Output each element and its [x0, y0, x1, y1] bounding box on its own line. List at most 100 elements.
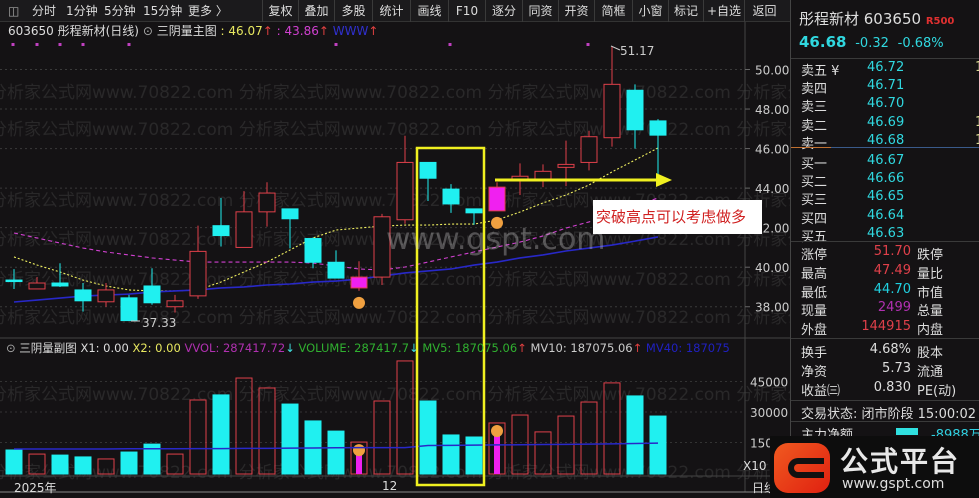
orderbook-row[interactable]: 买二 46.66	[801, 171, 979, 191]
volume-bar	[327, 430, 345, 475]
stat-value: 44.70	[873, 281, 911, 297]
candle	[235, 211, 253, 248]
stat-row: 现量 2499 总量	[801, 300, 979, 320]
tab-15min[interactable]: 15分钟	[143, 4, 183, 18]
candle	[281, 208, 299, 220]
high-label-pointer	[610, 45, 621, 51]
orderbook-price: 46.64	[867, 207, 905, 223]
orderbook-row[interactable]: 卖三 46.70	[801, 96, 979, 115]
volume-unit: X10	[743, 459, 767, 473]
orderbook-row[interactable]: 卖二 46.69 1	[801, 115, 979, 134]
orderbook-row[interactable]: 买一 46.67	[801, 153, 979, 172]
gspt-watermark: www.gspt.com	[386, 222, 606, 257]
stat-label: 外盘	[801, 323, 828, 339]
tab-1min[interactable]: 1分钟	[66, 4, 98, 18]
volume-bar	[189, 399, 207, 475]
candle	[166, 300, 184, 308]
x1-value: X1: 0.00	[80, 341, 129, 355]
logo-text: 公式平台	[840, 445, 961, 478]
y-tick-label: 40.00	[755, 261, 789, 275]
panel-toggle-icon[interactable]: ◫	[8, 4, 20, 18]
money-bag-icon	[353, 444, 365, 457]
stat-row: 最高 47.49 量比	[801, 263, 979, 282]
toolbar-button[interactable]: 叠加	[298, 0, 334, 22]
volume-bar	[373, 400, 391, 475]
orderbook-row[interactable]: 卖五 ¥ 46.72 1	[801, 60, 979, 79]
toolbar-button[interactable]: 开资	[558, 0, 594, 22]
last-price: 46.68	[799, 33, 847, 51]
toolbar-button[interactable]: 小窗	[632, 0, 668, 22]
toolbar-button[interactable]: +自选	[703, 0, 744, 22]
tab-intraday[interactable]: 分时	[32, 4, 57, 18]
sub-dropdown-icon[interactable]: ⊙	[6, 341, 20, 355]
orderbook-row[interactable]: 买四 46.64	[801, 207, 979, 227]
candle	[51, 282, 69, 287]
tab-more[interactable]: 更多 〉	[188, 4, 228, 18]
y-tick-label: 46.00	[755, 143, 789, 157]
indicator-name[interactable]: 三阴量主图	[156, 24, 217, 38]
volume-bar	[166, 453, 184, 475]
toolbar-button[interactable]: 统计	[372, 0, 410, 22]
stat-label-2: 跌停	[917, 248, 944, 263]
volume-bar	[603, 382, 621, 475]
candle	[580, 136, 598, 163]
toolbar-button[interactable]: 复权	[262, 0, 298, 22]
x2-value: X2: 0.00	[132, 341, 181, 355]
indicator-dropdown-icon[interactable]: ⊙	[142, 24, 157, 38]
candle	[212, 225, 230, 237]
toolbar-button[interactable]: 逐分	[485, 0, 522, 22]
volume-bar	[580, 401, 598, 475]
toolbar-button[interactable]: 标记	[668, 0, 703, 22]
volume-bar	[649, 415, 667, 475]
candle	[488, 186, 506, 212]
volume-tick-label: 150	[750, 437, 773, 451]
tab-5min[interactable]: 5分钟	[104, 4, 136, 18]
toolbar-button[interactable]: F10	[448, 0, 485, 22]
orderbook-label: 买二	[801, 175, 828, 191]
stat-label-2: 总量	[917, 304, 944, 320]
toolbar-button[interactable]: 同资	[522, 0, 558, 22]
volume-bar	[74, 456, 92, 475]
orderbook-price: 46.66	[867, 171, 905, 187]
volume-ma-line	[14, 442, 659, 450]
callout-box: 突破高点可以考虑做多	[593, 200, 762, 234]
orderbook-row[interactable]: 卖四 46.71	[801, 78, 979, 97]
signal-dot	[448, 43, 452, 46]
orderbook-price: 46.71	[867, 78, 905, 94]
y-tick-label: 38.00	[755, 301, 789, 315]
sub-indicator-name[interactable]: 三阴量副图	[19, 341, 77, 355]
candle	[350, 276, 368, 289]
candle	[626, 89, 644, 131]
toolbar-button[interactable]: 画线	[410, 0, 448, 22]
stat-label-2: 市值	[917, 285, 944, 301]
main-indicator-info: 603650 彤程新材(日线) ⊙ 三阴量主图 : 46.07↑ : 43.86…	[8, 24, 379, 38]
toolbar-button[interactable]: 多股	[334, 0, 372, 22]
orderbook-volume: 1	[975, 60, 979, 75]
fundamental-value: 0.830	[873, 380, 911, 395]
vvol-value: VVOL: 287417.72	[184, 341, 286, 355]
orderbook-row[interactable]: 买三 46.65	[801, 189, 979, 208]
ma-line	[13, 147, 659, 292]
candle	[258, 192, 276, 213]
volume-bar	[626, 395, 644, 475]
toolbar: ◫ 分时 1分钟 5分钟 15分钟 更多 〉 复权 叠加 多股 统计 画线 F10 逐分 同资…	[0, 0, 790, 22]
orderbook-label: 卖一	[801, 136, 828, 152]
signal-dot	[127, 43, 131, 46]
trading-status: 交易状态: 闭市阶段 15:00:02	[801, 407, 977, 422]
fundamental-row: 净资 5.73 流通	[801, 361, 979, 380]
volume-bar	[396, 360, 414, 475]
y-tick-label: 44.00	[755, 182, 789, 196]
candle	[557, 163, 575, 168]
candle	[603, 83, 621, 139]
orderbook-label: 卖二	[801, 118, 828, 134]
money-bag-icon	[353, 296, 365, 309]
y-tick-label: 42.00	[755, 222, 789, 236]
kline-chart[interactable]: 50.00 48.00 46.00 44.00 42.00 40.00 38.00 45000…	[0, 0, 790, 498]
orderbook-row[interactable]: 卖一 46.68 1	[801, 133, 979, 152]
candle	[534, 170, 552, 180]
stat-row: 涨停 51.70 跌停	[801, 244, 979, 263]
toolbar-button[interactable]: 返回	[744, 0, 784, 22]
stat-label-2: 量比	[917, 266, 944, 282]
toolbar-button[interactable]: 简框	[594, 0, 632, 22]
orderbook-label: 买一	[801, 157, 828, 172]
